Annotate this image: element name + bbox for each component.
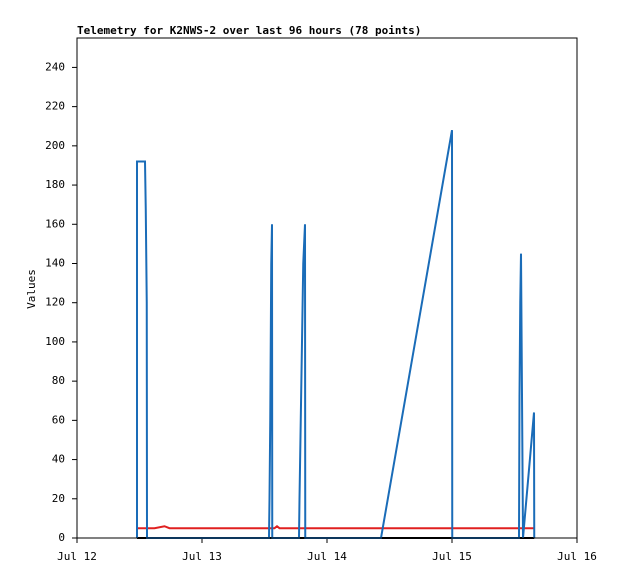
series-line (136, 129, 536, 539)
y-tick-label: 80 (52, 374, 65, 387)
x-tick-label: Jul 13 (182, 550, 222, 563)
y-tick-label: 240 (45, 60, 65, 73)
y-tick-label: 100 (45, 335, 65, 348)
y-axis-label: Values (25, 269, 38, 309)
y-tick-label: 160 (45, 217, 65, 230)
y-tick-label: 200 (45, 139, 65, 152)
y-tick-label: 180 (45, 178, 65, 191)
x-tick-label: Jul 12 (57, 550, 97, 563)
x-tick-label: Jul 15 (432, 550, 472, 563)
series-line (137, 524, 535, 530)
x-tick-label: Jul 14 (307, 550, 347, 563)
y-tick-label: 120 (45, 296, 65, 309)
chart-title: Telemetry for K2NWS-2 over last 96 hours… (77, 24, 421, 37)
y-tick-label: 20 (52, 492, 65, 505)
y-tick-label: 0 (58, 531, 65, 544)
plot-frame (76, 37, 578, 539)
x-tick-label: Jul 16 (557, 550, 597, 563)
y-tick-label: 220 (45, 100, 65, 113)
y-tick-label: 60 (52, 413, 65, 426)
y-tick-label: 140 (45, 256, 65, 269)
y-tick-label: 40 (52, 453, 65, 466)
